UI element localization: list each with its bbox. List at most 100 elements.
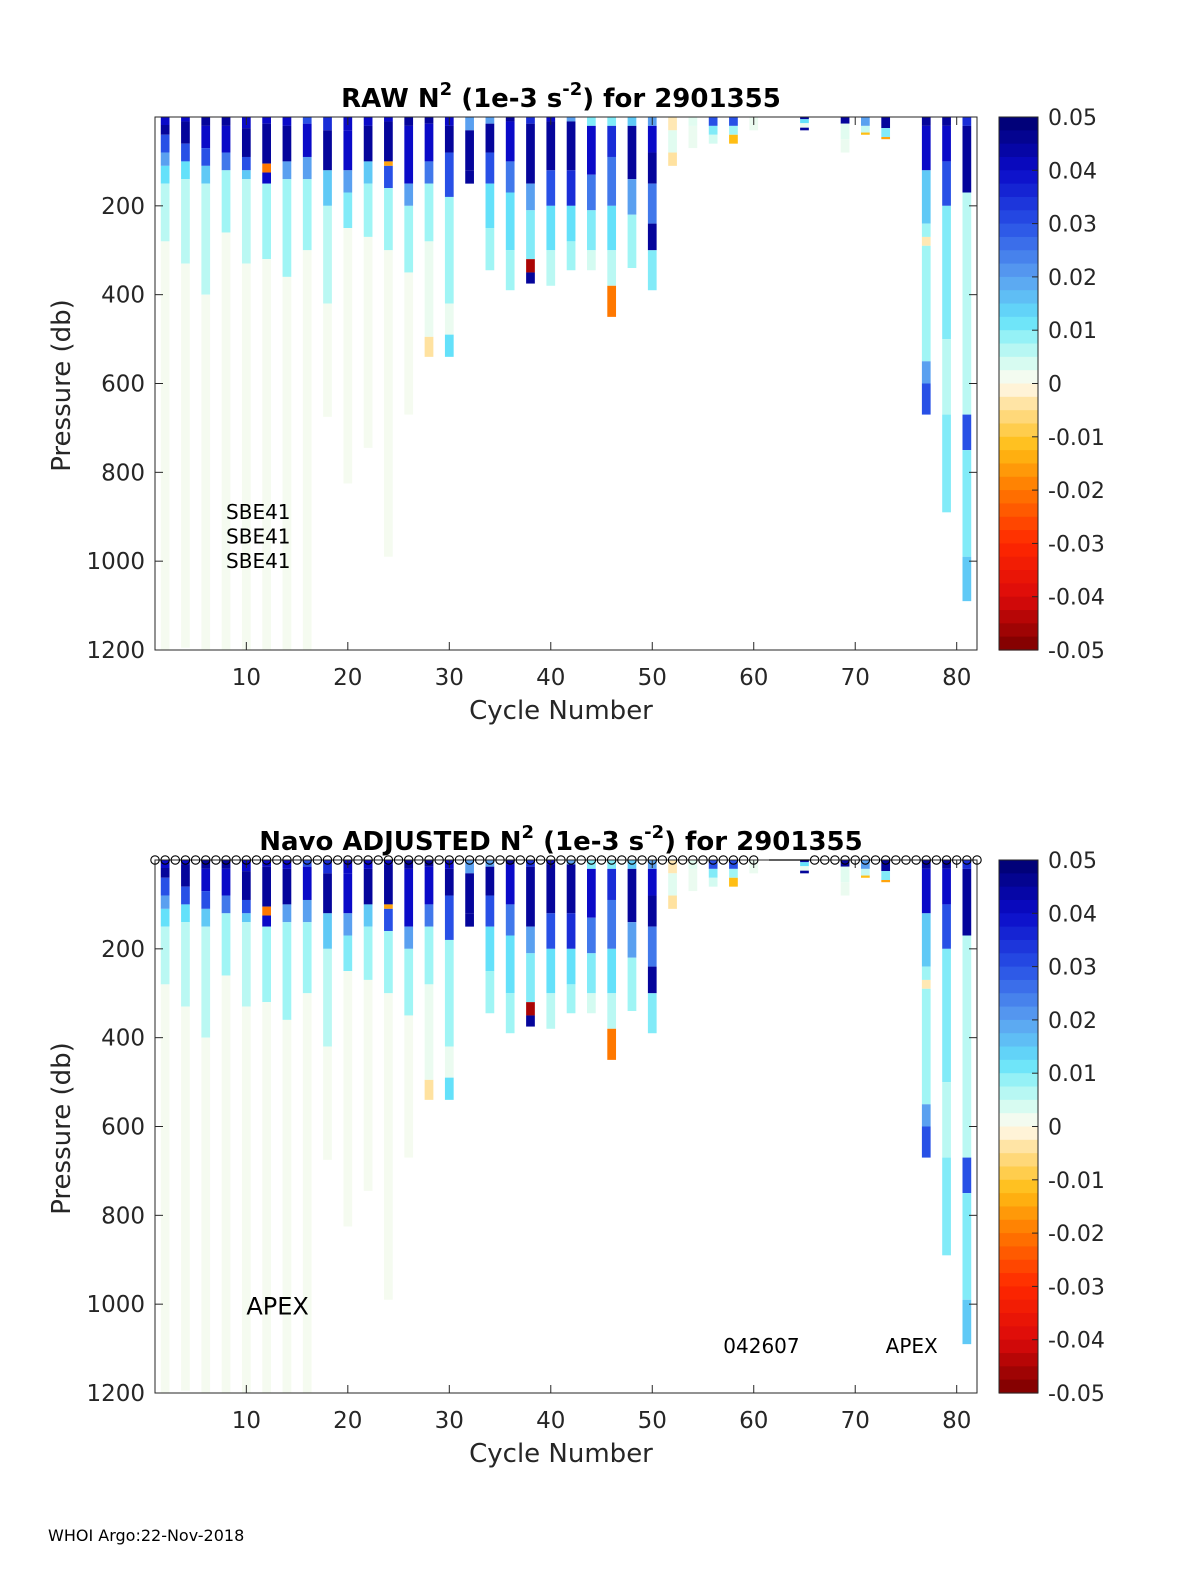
cycle-marker	[911, 855, 921, 865]
profile-segment	[221, 913, 231, 976]
colorbar-swatch	[999, 1126, 1038, 1141]
profile-segment	[181, 117, 190, 122]
y-tick-label: 1000	[86, 1292, 145, 1318]
profile-segment	[221, 125, 231, 153]
profile-segment	[566, 205, 576, 242]
profile-segment	[404, 183, 414, 206]
colorbar-swatch	[999, 1073, 1038, 1088]
profile-segment	[607, 250, 617, 286]
profile-segment	[627, 957, 637, 1012]
profile-column-cycle-46	[607, 117, 617, 317]
profile-segment	[800, 870, 809, 874]
profile-segment	[201, 148, 211, 166]
profile-column-cycle-32	[465, 860, 474, 927]
cycle-marker	[738, 855, 749, 865]
profile-segment	[343, 192, 353, 229]
profile-segment	[546, 913, 556, 949]
annotation-label: 042607	[723, 1334, 799, 1358]
cycle-marker	[261, 855, 272, 865]
profile-segment	[201, 868, 211, 892]
profile-column-cycle-22	[363, 860, 373, 1191]
profile-segment	[282, 904, 292, 923]
cycle-marker	[647, 855, 658, 865]
profile-segment	[424, 904, 434, 927]
cycle-marker	[718, 855, 729, 865]
colorbar-swatch	[999, 1046, 1038, 1061]
profile-segment	[942, 339, 951, 415]
profile-segment	[647, 966, 657, 994]
chart-panel-1: 10 20 30 40 50 60 70 8020040060080010001200Cycl…	[47, 79, 1105, 726]
profile-segment	[404, 1015, 414, 1158]
colorbar-swatch	[999, 490, 1038, 505]
profile-segment	[587, 868, 596, 918]
profile-segment	[262, 915, 271, 927]
profile-segment	[587, 250, 596, 271]
profile-segment	[444, 125, 454, 153]
colorbar-swatch	[999, 913, 1038, 928]
profile-segment	[221, 975, 231, 1393]
colorbar-swatch	[999, 396, 1038, 411]
x-axis-label: Cycle Number	[469, 1439, 653, 1469]
profile-segment	[424, 241, 434, 337]
cycle-marker	[332, 855, 343, 865]
profile-segment	[485, 152, 495, 184]
profile-segment	[282, 922, 292, 1020]
profile-segment	[444, 334, 454, 357]
profile-segment	[921, 223, 931, 237]
profile-segment	[840, 860, 850, 867]
profile-segment	[302, 117, 312, 124]
footer-credit: WHOI Argo:22-Nov-2018	[48, 1526, 245, 1545]
profile-segment	[607, 125, 617, 157]
profile-segment	[282, 276, 292, 650]
profile-segment	[607, 948, 617, 994]
cycle-marker	[231, 855, 241, 865]
profile-segment	[201, 1037, 211, 1393]
profile-segment	[241, 1006, 251, 1393]
profile-segment	[262, 117, 271, 124]
colorbar-tick-label: 0.03	[1048, 213, 1097, 238]
cycle-marker	[211, 855, 221, 865]
profile-segment	[181, 860, 190, 865]
cycle-marker	[454, 855, 465, 865]
profile-segment	[942, 125, 951, 162]
profile-segment	[323, 913, 332, 949]
profile-segment	[505, 250, 515, 291]
profile-segment	[485, 895, 495, 927]
profile-segment	[485, 971, 495, 1014]
profile-column-cycle-28	[424, 860, 434, 1100]
colorbar-swatch	[999, 1219, 1038, 1234]
profile-segment	[221, 117, 231, 126]
profile-segment	[363, 125, 373, 162]
profile-segment	[160, 877, 170, 896]
cycle-marker	[505, 855, 515, 865]
colorbar-swatch	[999, 899, 1038, 914]
profile-column-cycle-16	[302, 117, 312, 650]
profile-segment	[607, 205, 617, 251]
colorbar-tick-label: 0.04	[1048, 902, 1097, 927]
profile-column-cycle-73	[881, 860, 891, 883]
profile-segment	[800, 123, 809, 128]
profile-segment	[800, 866, 809, 871]
profile-segment	[221, 895, 231, 914]
profile-segment	[424, 161, 434, 184]
colorbar-tick-label: -0.02	[1048, 479, 1105, 504]
profile-column-cycle-50	[647, 117, 657, 291]
profile-segment	[343, 935, 353, 972]
profile-column-cycle-77	[921, 117, 931, 415]
colorbar-swatch	[999, 143, 1038, 158]
profile-segment	[861, 875, 870, 878]
cycle-marker	[840, 855, 850, 865]
colorbar-swatch	[999, 303, 1038, 318]
y-tick-label: 200	[101, 937, 145, 963]
x-tick-label: 50	[638, 1408, 667, 1434]
profile-segment	[546, 948, 556, 994]
profile-segment	[546, 121, 556, 171]
profile-segment	[861, 125, 870, 133]
profile-column-cycle-20	[343, 860, 353, 1227]
profile-segment	[942, 904, 951, 949]
annotation-label: SBE41	[226, 549, 291, 573]
profile-segment	[526, 259, 535, 273]
profile-segment	[921, 117, 931, 126]
cycle-marker	[485, 855, 495, 865]
